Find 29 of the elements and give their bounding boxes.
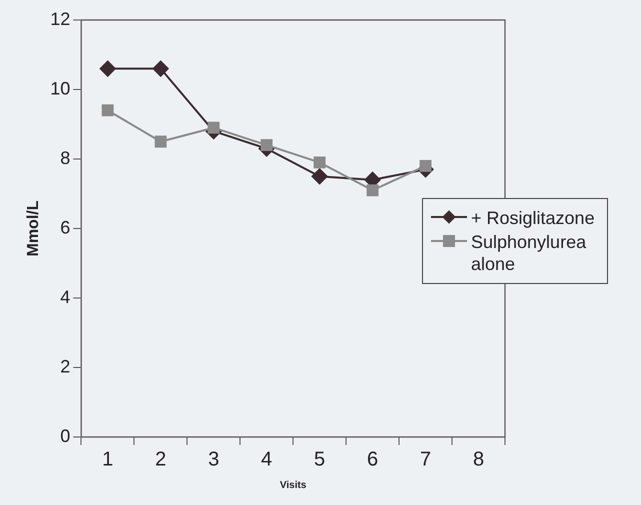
- y-tick-label: 12: [50, 8, 70, 29]
- point: [260, 139, 273, 152]
- y-tick-label: 2: [60, 356, 70, 376]
- y-tick-label: 10: [50, 78, 70, 98]
- x-tick-label: 2: [155, 448, 166, 471]
- legend-label: + Rosiglitazone: [471, 207, 596, 229]
- point: [366, 184, 379, 196]
- point: [152, 60, 169, 77]
- point: [312, 168, 328, 184]
- point: [208, 122, 220, 134]
- x-tick-label: 8: [472, 448, 484, 471]
- y-tick-label: 8: [60, 148, 70, 168]
- x-tick-label: 4: [261, 448, 272, 471]
- point: [100, 60, 116, 77]
- x-tick-label: 3: [208, 448, 220, 471]
- x-tick-label: 6: [367, 448, 378, 471]
- y-tick-label: 4: [60, 286, 70, 307]
- x-tick-label: 1: [102, 448, 114, 471]
- x-tick-label: 7: [420, 448, 432, 471]
- y-tick-label: 6: [60, 217, 70, 238]
- point: [102, 104, 114, 116]
- legend-label: Sulphonylurea alone: [471, 231, 588, 275]
- point: [420, 160, 432, 172]
- y-tick-label: 0: [60, 426, 70, 446]
- x-tick-label: 5: [314, 448, 326, 471]
- point: [314, 156, 326, 168]
- point: [154, 136, 167, 148]
- x-axis-title: Visits: [280, 480, 307, 491]
- y-axis-title: Mmol/L: [25, 200, 42, 256]
